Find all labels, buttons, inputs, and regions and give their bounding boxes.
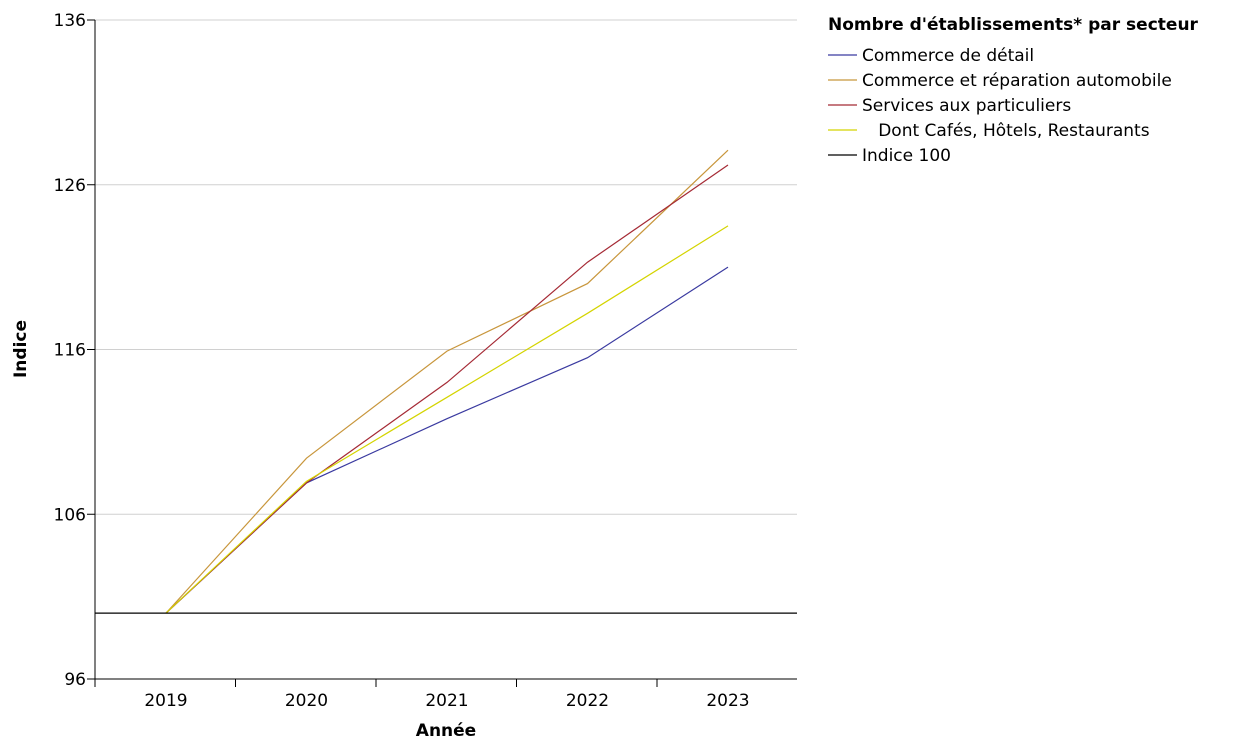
series-line-0	[165, 266, 729, 614]
series-line-2	[165, 164, 729, 614]
legend-label: Commerce et réparation automobile	[862, 71, 1172, 91]
y-tick-label: 116	[54, 341, 86, 361]
legend-label: Indice 100	[862, 146, 951, 166]
legend-item: Commerce de détail	[828, 46, 1034, 66]
series-line-3	[165, 225, 729, 614]
y-ticks: 96 106 116 126 136	[54, 11, 95, 690]
legend-label: Dont Cafés, Hôtels, Restaurants	[862, 121, 1150, 141]
y-tick-label: 136	[54, 11, 86, 31]
legend-item: Indice 100	[828, 146, 951, 166]
x-tick-label: 2021	[425, 691, 468, 711]
y-tick-label: 106	[54, 505, 86, 525]
x-ticks: 2019 2020 2021 2022 2023	[94, 679, 750, 711]
legend-label: Services aux particuliers	[862, 96, 1071, 116]
legend-item: Services aux particuliers	[828, 96, 1071, 116]
x-axis-title: Année	[416, 721, 476, 740]
x-tick-label: 2020	[285, 691, 328, 711]
legend-label: Commerce de détail	[862, 46, 1034, 66]
legend-items: Commerce de détail Commerce et réparation…	[828, 46, 1172, 166]
gridlines	[95, 19, 797, 515]
legend-title: Nombre d'établissements* par secteur	[828, 15, 1199, 35]
legend: Nombre d'établissements* par secteur Com…	[828, 15, 1199, 166]
x-tick-label: 2022	[566, 691, 609, 711]
x-tick-label: 2019	[144, 691, 187, 711]
series-line-1	[165, 149, 729, 614]
y-tick-label: 126	[54, 176, 86, 196]
legend-item: Dont Cafés, Hôtels, Restaurants	[828, 121, 1150, 141]
x-tick-label: 2023	[706, 691, 749, 711]
y-tick-label: 96	[64, 670, 86, 690]
y-axis-title: Indice	[11, 320, 31, 378]
series-lines	[95, 149, 797, 614]
legend-item: Commerce et réparation automobile	[828, 71, 1172, 91]
